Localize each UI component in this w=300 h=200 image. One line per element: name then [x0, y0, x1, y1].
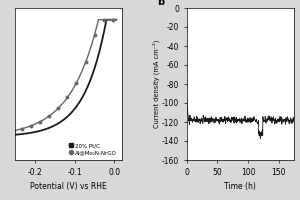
Legend: 20% Pt/C, Al@Mo₂N-NrGO: 20% Pt/C, Al@Mo₂N-NrGO: [67, 141, 119, 157]
Y-axis label: Current density (mA cm⁻²): Current density (mA cm⁻²): [153, 40, 160, 128]
Text: b: b: [157, 0, 164, 7]
X-axis label: Time (h): Time (h): [224, 182, 256, 191]
X-axis label: Potential (V) vs RHE: Potential (V) vs RHE: [30, 182, 107, 191]
